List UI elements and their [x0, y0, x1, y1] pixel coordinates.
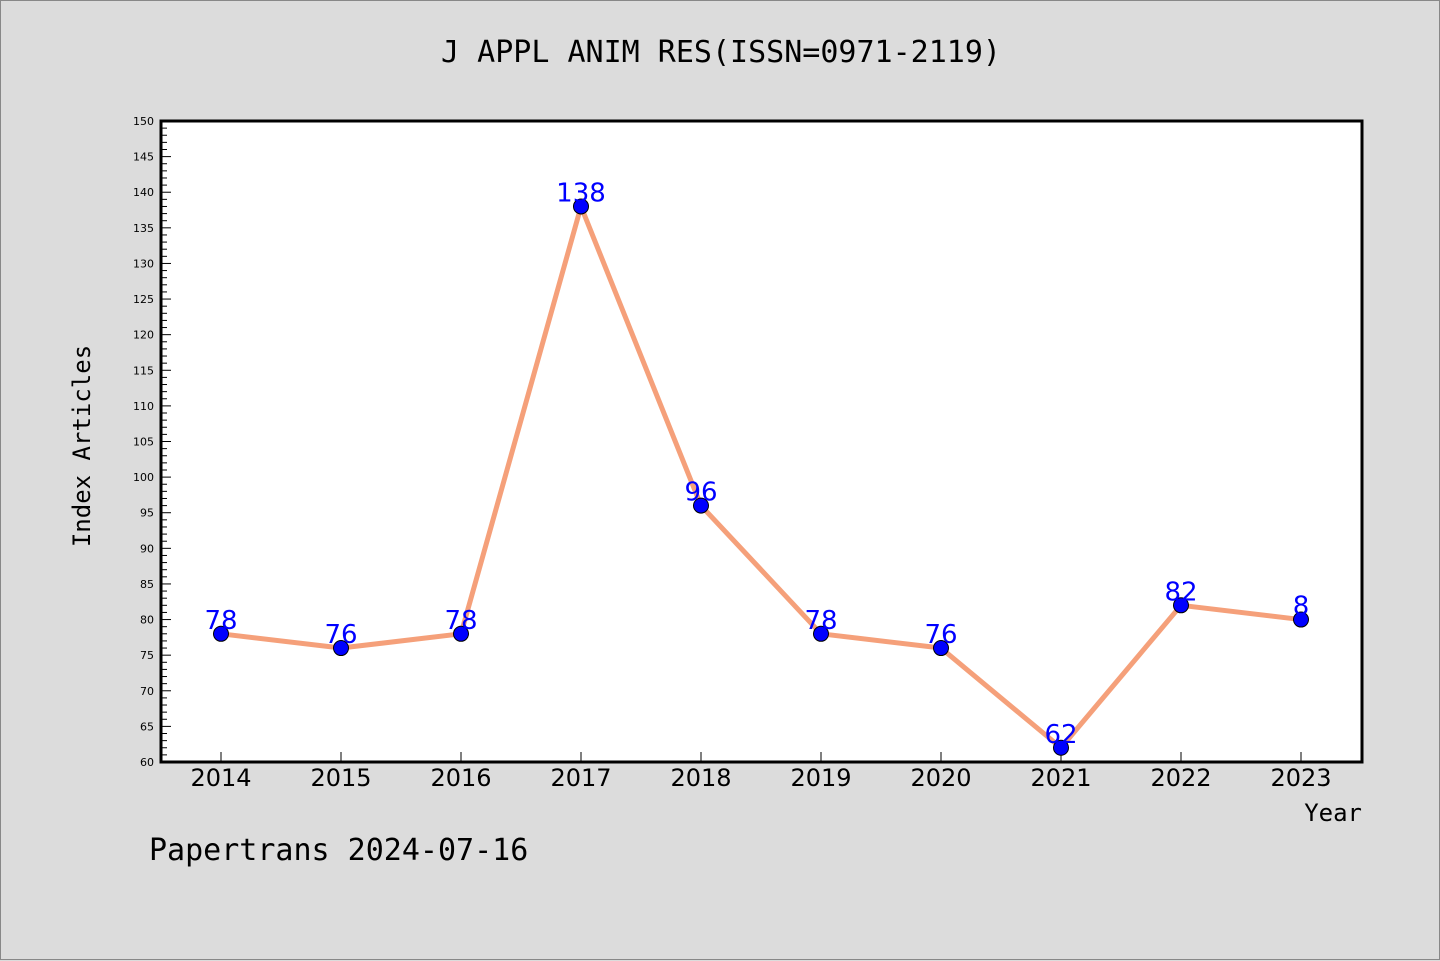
y-tick-label: 130 [133, 257, 154, 270]
x-tick-label: 2014 [190, 764, 251, 792]
data-point [1053, 739, 1069, 756]
data-label: 78 [204, 606, 237, 636]
y-tick-label: 105 [133, 436, 154, 449]
data-point [333, 640, 349, 657]
data-point [693, 497, 709, 514]
y-tick-label: 90 [140, 542, 154, 555]
footer-credit: Papertrans 2024-07-16 [149, 833, 529, 868]
plot-frame [159, 119, 1364, 764]
y-tick-label: 125 [133, 293, 154, 306]
x-tick-label: 2022 [1150, 764, 1211, 792]
y-tick-label: 150 [133, 115, 154, 128]
y-tick-label: 70 [140, 685, 154, 698]
y-tick-label: 100 [133, 471, 154, 484]
x-axis-title: Year [1304, 799, 1362, 827]
chart-title: J APPL ANIM RES(ISSN=0971-2119) [441, 35, 1001, 70]
y-tick-label: 75 [140, 649, 154, 662]
y-tick-label: 60 [140, 756, 154, 769]
y-tick-label: 145 [133, 151, 154, 164]
x-tick-label: 2018 [670, 764, 731, 792]
x-tick-label: 2021 [1030, 764, 1091, 792]
data-label: 62 [1044, 720, 1077, 750]
y-tick-label: 85 [140, 578, 154, 591]
x-tick-label: 2023 [1270, 764, 1331, 792]
y-tick-label: 120 [133, 329, 154, 342]
x-tick-label: 2019 [790, 764, 851, 792]
data-point [1293, 611, 1309, 628]
y-tick-label: 65 [140, 720, 154, 733]
data-label: 78 [804, 606, 837, 636]
data-point [1173, 597, 1189, 614]
data-point [213, 625, 229, 642]
plot-area [161, 121, 1362, 762]
data-label: 76 [924, 620, 957, 650]
y-tick-label: 110 [133, 400, 154, 413]
data-point [453, 625, 469, 642]
y-tick-label: 95 [140, 507, 154, 520]
x-tick-label: 2017 [550, 764, 611, 792]
x-tick-label: 2015 [310, 764, 371, 792]
x-tick-label: 2020 [910, 764, 971, 792]
data-label: 82 [1164, 577, 1197, 607]
data-label: 76 [324, 620, 357, 650]
data-label: 96 [684, 478, 717, 508]
data-point [573, 198, 589, 215]
y-axis-title: Index Articles [68, 345, 96, 547]
x-tick-label: 2016 [430, 764, 491, 792]
data-label: 78 [444, 606, 477, 636]
data-label: 8 [1293, 592, 1310, 622]
series-line [220, 203, 1302, 751]
y-tick-label: 80 [140, 614, 154, 627]
data-point [933, 640, 949, 657]
data-label: 138 [556, 178, 606, 208]
y-tick-label: 140 [133, 186, 154, 199]
y-tick-label: 115 [133, 364, 154, 377]
y-tick-label: 135 [133, 222, 154, 235]
data-point [813, 625, 829, 642]
